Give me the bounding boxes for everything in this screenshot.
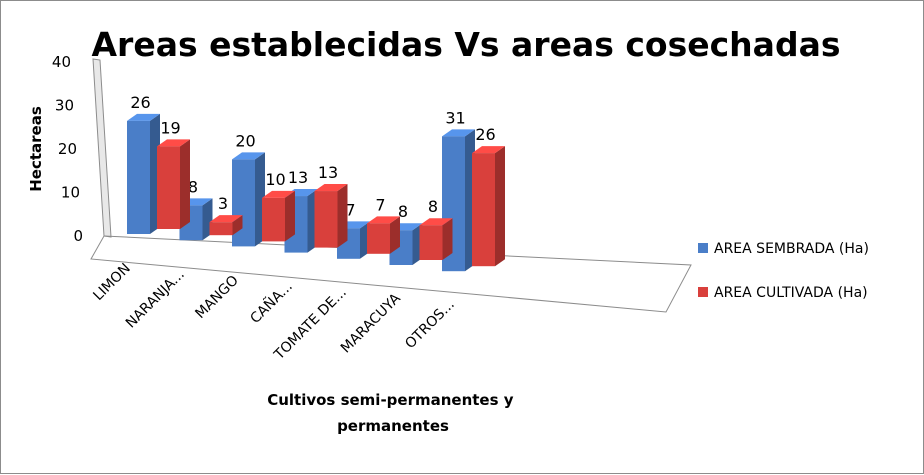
data-label: 26 (130, 93, 150, 112)
y-tick-label: 0 (73, 227, 83, 245)
bar-cultivada-0 (157, 139, 190, 229)
x-axis-label-line-2: permanentes (337, 417, 449, 435)
y-tick-label: 20 (58, 140, 77, 158)
category-label: NARANJA... (123, 267, 188, 332)
bar-cultivada-1 (209, 215, 243, 236)
y-tick-label: 40 (52, 53, 71, 71)
data-label: 26 (475, 125, 495, 144)
category-label: CAÑA... (247, 278, 296, 327)
y-tick-label: 30 (55, 97, 74, 115)
data-label: 13 (318, 163, 338, 182)
category-label: OTROS... (402, 297, 458, 353)
x-axis-label-line-1: Cultivos semi-permanentes y (267, 391, 514, 409)
data-label: 8 (398, 202, 408, 221)
category-label: MARACUYA (338, 290, 404, 356)
data-label: 20 (235, 131, 255, 150)
data-label: 7 (375, 195, 385, 214)
y-axis-ticks: 0 10 20 30 40 (52, 53, 83, 245)
legend-entry: AREA CULTIVADA (Ha) (714, 285, 868, 301)
bar-cultivada-2 (262, 190, 295, 242)
data-label: 10 (265, 170, 285, 189)
legend-entry: AREA SEMBRADA (Ha) (714, 241, 869, 257)
bar-sembrada-0 (127, 113, 160, 234)
legend: AREA SEMBRADA (Ha) AREA CULTIVADA (Ha) (698, 241, 869, 301)
bar-cultivada-4 (367, 216, 400, 254)
bar-cultivada-6 (472, 146, 505, 267)
data-label: 8 (188, 177, 198, 196)
legend-swatch (698, 243, 708, 253)
data-label: 7 (345, 200, 355, 219)
data-label: 19 (160, 118, 180, 137)
x-axis-label: Cultivos semi-permanentes y permanentes (267, 391, 519, 435)
bar-cultivada-5 (419, 218, 453, 260)
bar-sembrada-2 (232, 152, 265, 247)
legend-swatch (698, 287, 708, 297)
data-label: 8 (428, 197, 438, 216)
chart-title: Areas establecidas Vs areas cosechadas (92, 25, 841, 64)
data-label: 3 (218, 194, 228, 213)
data-label: 31 (445, 108, 465, 127)
category-label: LIMON (90, 261, 133, 304)
data-label: 13 (288, 168, 308, 187)
y-axis-label: Hectareas (27, 106, 45, 192)
y-tick-label: 10 (61, 184, 80, 202)
y-axis-wall (92, 58, 112, 238)
category-label: MANGO (192, 273, 241, 322)
bar-cultivada-3 (314, 184, 348, 248)
